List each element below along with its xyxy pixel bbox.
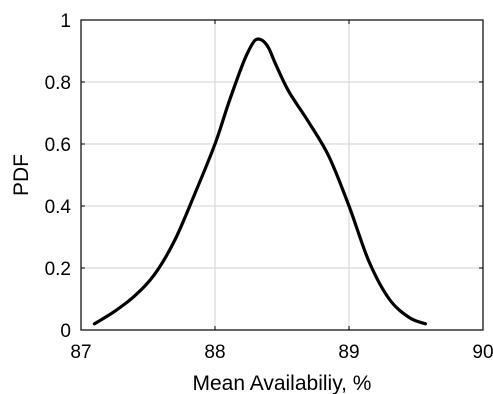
y-tick-label: 0.2	[45, 259, 71, 280]
plot-frame	[80, 19, 484, 331]
y-tick-label: 0	[60, 321, 71, 342]
x-tick-label: 89	[338, 342, 359, 363]
x-axis-label: Mean Availabiliy, %	[193, 372, 372, 394]
plot-background	[81, 20, 483, 330]
pdf-curve-line	[92, 37, 427, 326]
y-axis-ticks: 0 0.2 0.4 0.6 0.8 1	[45, 11, 483, 342]
x-tick-label: 87	[70, 342, 91, 363]
y-tick-label: 0.6	[45, 135, 71, 156]
x-tick-label: 90	[472, 342, 493, 363]
grid-lines	[81, 20, 483, 330]
y-axis-label: PDF	[10, 154, 33, 196]
x-axis-ticks: 87 88 89 90	[70, 20, 493, 363]
y-tick-label: 0.8	[45, 73, 71, 94]
y-tick-label: 1	[60, 11, 71, 32]
x-tick-label: 88	[204, 342, 225, 363]
y-tick-label: 0.4	[45, 197, 72, 218]
